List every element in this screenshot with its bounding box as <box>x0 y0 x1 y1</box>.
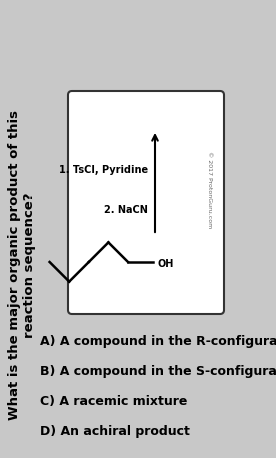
Text: B) A compound in the S-configuration: B) A compound in the S-configuration <box>40 365 276 378</box>
Text: C) A racemic mixture: C) A racemic mixture <box>40 395 187 408</box>
Text: D) An achiral product: D) An achiral product <box>40 425 190 438</box>
Text: What is the major organic product of this
reaction sequence?: What is the major organic product of thi… <box>8 110 36 420</box>
Text: A) A compound in the R-configuration: A) A compound in the R-configuration <box>40 335 276 348</box>
Text: 1. TsCl, Pyridine: 1. TsCl, Pyridine <box>59 165 148 175</box>
Text: OH: OH <box>157 259 174 269</box>
Text: © 2017 ProtonGuru.com: © 2017 ProtonGuru.com <box>208 152 213 229</box>
Text: 2. NaCN: 2. NaCN <box>104 205 148 215</box>
FancyBboxPatch shape <box>68 91 224 314</box>
